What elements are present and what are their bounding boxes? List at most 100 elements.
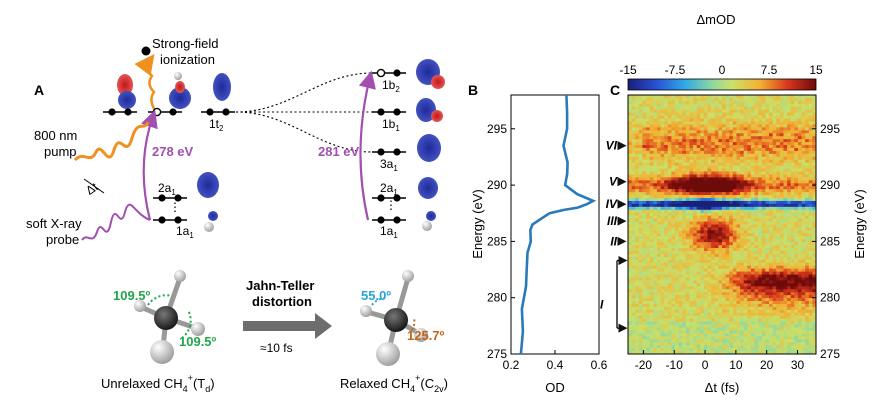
heatmap-cell [707, 301, 712, 305]
heatmap-cell [812, 142, 817, 146]
heatmap-cell [682, 333, 687, 337]
heatmap-cell [765, 195, 770, 199]
heatmap-cell [725, 130, 730, 134]
heatmap-cell [772, 189, 777, 193]
heatmap-cell [794, 265, 799, 270]
heatmap-cell [747, 150, 752, 155]
heatmap-cell [747, 127, 752, 131]
heatmap-cell [790, 295, 795, 299]
heatmap-cell [765, 145, 770, 149]
heatmap-cell [628, 259, 633, 264]
heatmap-cell [649, 253, 654, 258]
heatmap-cell [678, 142, 683, 146]
heatmap-cell [696, 100, 701, 105]
heatmap-cell [740, 209, 745, 214]
heatmap-cell [707, 292, 712, 296]
heatmap-cell [693, 103, 698, 108]
heatmap-cell [660, 130, 665, 134]
heatmap-cell [787, 136, 792, 140]
heatmap-cell [732, 150, 737, 155]
heatmap-cell [675, 153, 680, 158]
heatmap-cell [801, 115, 806, 119]
heatmap-cell [769, 315, 774, 320]
heatmap-cell [743, 227, 748, 231]
heatmap-cell [805, 265, 810, 270]
heatmap-cell [653, 286, 658, 290]
heatmap-cell [772, 327, 777, 331]
heatmap-cell [750, 268, 755, 272]
heatmap-cell [628, 106, 633, 111]
heatmap-cell [740, 245, 745, 249]
heatmap-cell [783, 306, 788, 311]
heatmap-cell [718, 253, 723, 258]
heatmap-cell [664, 292, 669, 296]
heatmap-cell [638, 124, 643, 128]
heatmap-cell [805, 274, 810, 278]
heatmap-cell [707, 109, 712, 114]
heatmap-cell [653, 147, 658, 152]
heatmap-cell [660, 97, 665, 102]
heatmap-cell [667, 292, 672, 296]
heatmap-cell [790, 301, 795, 305]
heatmap-cell [660, 177, 665, 181]
heatmap-cell [675, 239, 680, 243]
heatmap-cell [754, 168, 759, 172]
heatmap-cell [765, 121, 770, 125]
heatmap-cell [750, 106, 755, 111]
heatmap-cell [711, 192, 716, 196]
heatmap-cell [671, 106, 676, 111]
heatmap-cell [711, 195, 716, 199]
heatmap-cell [635, 239, 640, 243]
heatmap-cell [631, 180, 636, 184]
heatmap-cell [758, 100, 763, 105]
heatmap-cell [685, 221, 690, 225]
heatmap-cell [732, 312, 737, 317]
heatmap-cell [682, 153, 687, 158]
heatmap-cell [729, 124, 734, 128]
heatmap-cell [769, 142, 774, 146]
heatmap-cell [801, 112, 806, 116]
heatmap-cell [689, 156, 694, 161]
heatmap-cell [761, 277, 766, 281]
feature-label: IV [606, 197, 618, 211]
heatmap-cell [790, 192, 795, 196]
heatmap-cell [667, 333, 672, 337]
heatmap-cell [714, 224, 719, 228]
heatmap-cell [765, 180, 770, 184]
heatmap-cell [805, 203, 810, 208]
heatmap-cell [722, 95, 727, 99]
heatmap-cell [711, 156, 716, 161]
heatmap-cell [722, 330, 727, 334]
heatmap-cell [678, 203, 683, 208]
heatmap-cell [722, 259, 727, 264]
heatmap-cell [754, 230, 759, 234]
heatmap-cell [711, 218, 716, 222]
heatmap-cell [776, 301, 781, 305]
heatmap-cell [642, 147, 647, 152]
heatmap-cell [740, 336, 745, 340]
heatmap-cell [747, 245, 752, 249]
heatmap-cell [682, 206, 687, 211]
heatmap-cell [660, 186, 665, 190]
heatmap-cell [772, 280, 777, 284]
heatmap-cell [750, 239, 755, 243]
heatmap-cell [772, 186, 777, 190]
heatmap-cell [675, 198, 680, 202]
heatmap-cell [790, 162, 795, 167]
heatmap-cell [769, 177, 774, 181]
heatmap-cell [747, 342, 752, 346]
heatmap-cell [714, 268, 719, 272]
heatmap-cell [649, 303, 654, 308]
heatmap-cell [747, 209, 752, 214]
heatmap-cell [693, 277, 698, 281]
heatmap-cell [722, 118, 727, 122]
heatmap-cell [754, 186, 759, 190]
heatmap-cell [790, 230, 795, 234]
heatmap-cell [700, 277, 705, 281]
heatmap-cell [638, 333, 643, 337]
heatmap-cell [628, 230, 633, 234]
heatmap-cell [642, 295, 647, 299]
heatmap-cell [783, 121, 788, 125]
heatmap-cell [740, 168, 745, 172]
heatmap-cell [801, 109, 806, 114]
